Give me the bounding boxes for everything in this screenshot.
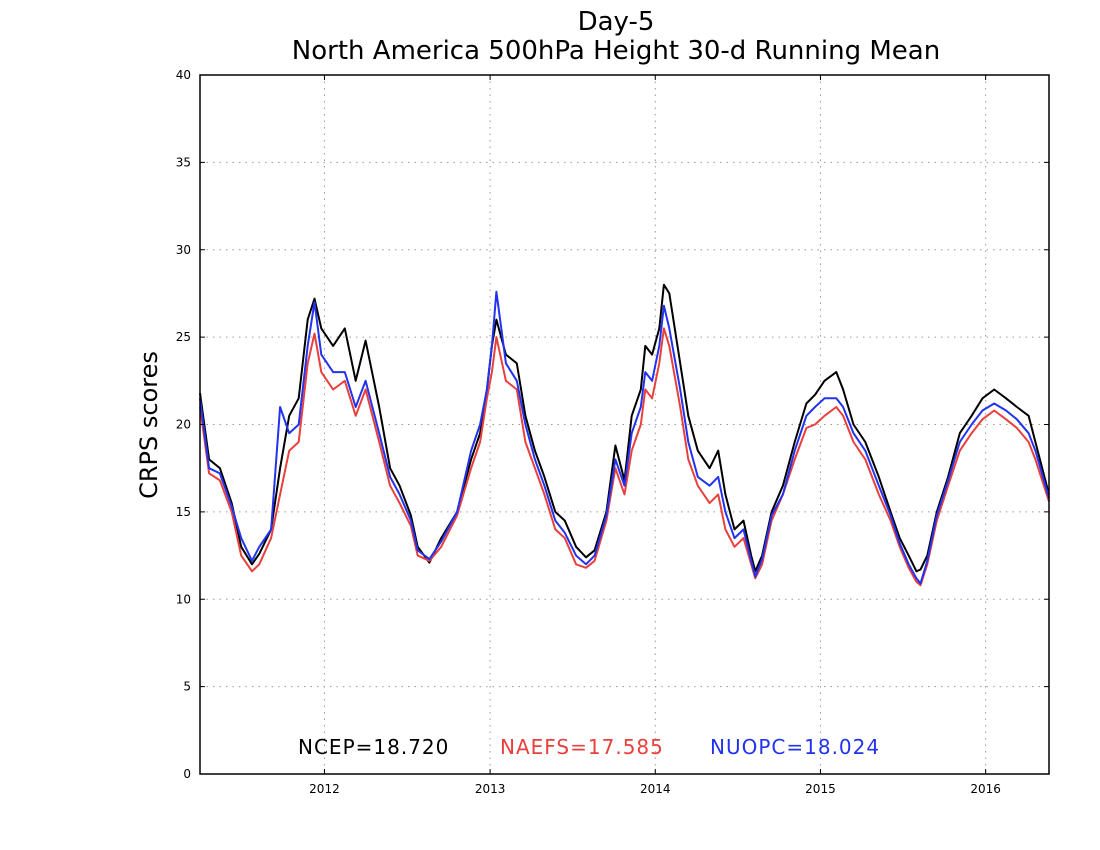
series-lines bbox=[199, 283, 1050, 587]
y-tick-label: 20 bbox=[176, 418, 191, 432]
x-tick-label: 2016 bbox=[970, 782, 1001, 796]
grid bbox=[200, 75, 1049, 774]
series-line-2 bbox=[199, 327, 1050, 587]
legend-entry-1: NCEP=18.720 bbox=[298, 735, 449, 759]
chart-title: Day-5 bbox=[578, 7, 655, 37]
x-tick-label: 2012 bbox=[309, 782, 340, 796]
x-tick-label: 2015 bbox=[805, 782, 836, 796]
x-tick-label: 2013 bbox=[475, 782, 506, 796]
y-tick-label: 10 bbox=[176, 592, 191, 606]
y-axis-label: CRPS scores bbox=[135, 351, 163, 499]
y-axis-ticks: 0 5 10 15 20 25 30 35 40 bbox=[176, 68, 1049, 781]
x-axis-ticks: 2012 2013 2014 2015 2016 bbox=[309, 75, 1001, 796]
series-line-3 bbox=[199, 290, 1050, 585]
y-tick-label: 30 bbox=[176, 243, 191, 257]
chart-subtitle: North America 500hPa Height 30-d Running… bbox=[292, 36, 940, 66]
y-tick-label: 25 bbox=[176, 330, 191, 344]
series-line-1 bbox=[199, 283, 1050, 573]
y-tick-label: 40 bbox=[176, 68, 191, 82]
legend: NCEP=18.720 NAEFS=17.585 NUOPC=18.024 bbox=[298, 735, 880, 759]
y-tick-label: 35 bbox=[176, 155, 191, 169]
y-tick-label: 15 bbox=[176, 505, 191, 519]
legend-entry-2: NAEFS=17.585 bbox=[500, 735, 664, 759]
x-tick-label: 2014 bbox=[640, 782, 671, 796]
legend-entry-3: NUOPC=18.024 bbox=[710, 735, 880, 759]
y-tick-label: 5 bbox=[183, 680, 191, 694]
y-tick-label: 0 bbox=[183, 767, 191, 781]
